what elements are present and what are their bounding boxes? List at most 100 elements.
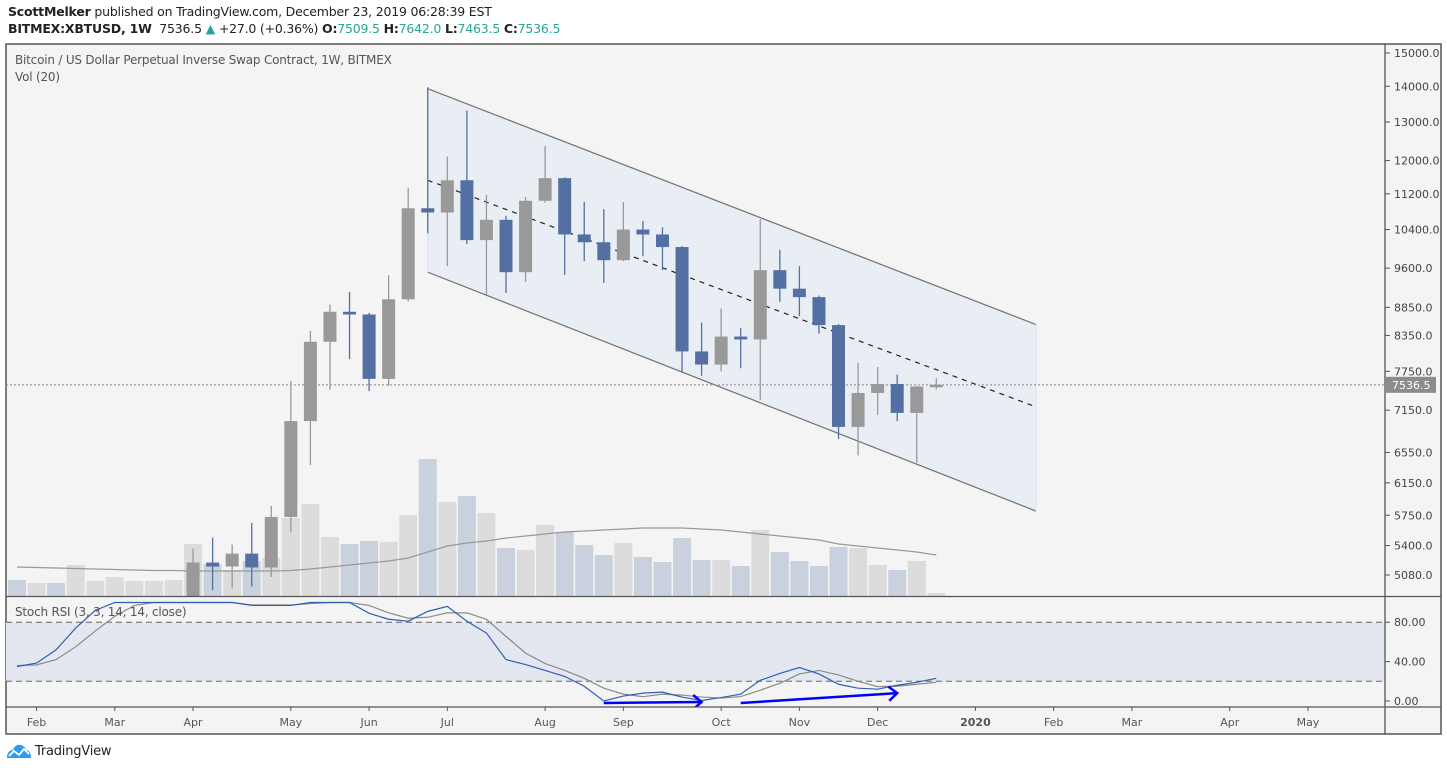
volume-bar [907,561,926,596]
chart-title-legend: Bitcoin / US Dollar Perpetual Inverse Sw… [15,53,392,67]
candle-down [636,229,650,235]
tradingview-logo[interactable]: TradingView [6,743,112,759]
price-tick-label: 13000.0 [1394,116,1440,129]
candle-down [206,562,220,567]
high-value: 7642.0 [398,21,442,36]
tradingview-cloud-icon [7,744,31,758]
price-tick-label: 10400.0 [1394,224,1440,237]
channel-fill [427,88,1037,512]
close-value: 7536.5 [517,21,561,36]
stoch-k-line [16,601,937,702]
stoch-rsi-legend[interactable]: Stoch RSI (3, 3, 14, 14, close) [15,605,187,619]
rsi-tick-label: 40.00 [1394,656,1426,669]
volume-bar [144,581,163,596]
volume-bar [477,513,496,596]
volume-bar [868,565,887,596]
volume-bar [86,581,105,596]
volume-bar [47,583,66,596]
volume-bar [438,502,457,596]
last-price: 7536.5 [159,21,202,36]
low-value: 7463.5 [457,21,501,36]
time-tick-label: 2020 [960,716,991,729]
volume-bar [379,542,398,596]
candle-down [890,383,904,413]
candle-up [225,553,239,567]
price-tick-label: 8350.0 [1394,329,1433,342]
rsi-tick-label: 0.00 [1394,695,1419,708]
candle-down [695,351,709,365]
axes: 15000.0 14000.0 13000.0 12000.0 11200.0 10400… [6,44,1441,734]
price-tick-label: 15000.0 [1394,47,1440,60]
candle-down [343,311,357,315]
candle-up [382,299,396,379]
candle-down [655,234,669,248]
volume-bar [125,581,144,596]
time-tick-label: Dec [867,716,888,729]
triangle-up-icon: ▲ [205,21,216,36]
candle-up [714,336,728,365]
time-tick-label: Oct [712,716,732,729]
volume-bar [575,545,594,596]
volume-ma-line [16,527,937,572]
published-text: published on TradingView.com, December 2… [94,4,492,19]
candle-up [910,386,924,413]
candle-up [753,270,767,340]
candle-up [284,421,298,517]
time-tick-label: May [1297,716,1320,729]
volume-bar [399,515,418,596]
price-tick-label: 6150.0 [1394,477,1433,490]
volume-bar [281,518,300,596]
price-tick-label: 5400.0 [1394,540,1433,553]
candle-up [264,516,278,568]
time-tick-label: Feb [1044,716,1063,729]
stoch-band-fill [6,622,1385,682]
volume-bar [692,560,711,596]
candle-up [616,229,630,261]
current-price-label: 7536.5 [1392,379,1431,392]
price-tick-label: 9600.0 [1394,262,1433,275]
candle-down [421,208,435,213]
price-tick-label: 14000.0 [1394,80,1440,93]
volume-bar [829,547,848,596]
candle-down [792,288,806,298]
close-label: C: [503,21,518,36]
price-tick-label: 11200.0 [1394,188,1440,201]
volume-bar [360,541,379,596]
volume-bar [633,557,652,596]
channel-lower-line [427,271,1037,512]
volume-bar [516,550,535,596]
volume-bar [731,566,750,596]
arrow-head-icon [887,685,900,702]
stoch-rsi-pane [6,601,1385,707]
rsi-tick-label: 80.00 [1394,616,1426,629]
candle-up [323,311,337,342]
volume-bar [301,504,320,596]
candle-up [440,180,454,213]
candle-up [851,392,865,427]
volume-bar [712,560,731,596]
volume-bar [927,593,946,596]
volume-bar [888,570,907,596]
regression-channel[interactable] [427,88,1037,512]
time-tick-label: Jul [440,716,454,729]
volume-bar [614,543,633,596]
volume-bar [849,548,868,596]
candle-down [362,314,376,379]
volume-legend[interactable]: Vol (20) [15,70,60,84]
time-tick-label: Mar [1122,716,1143,729]
candle-down [832,325,846,427]
volume-bar [770,552,789,596]
price-tick-label: 7150.0 [1394,404,1433,417]
volume-bar [66,565,85,596]
price-tick-label: 6550.0 [1394,446,1433,459]
candle-down [675,247,689,352]
annotation-arrow [740,685,900,705]
author-name[interactable]: ScottMelker [8,4,91,19]
time-tick-label: Feb [27,716,46,729]
low-label: L: [444,21,458,36]
time-tick-label: Jun [359,716,377,729]
candle-down [245,553,259,568]
arrow-shaft [603,700,702,705]
candle-down [499,219,513,273]
